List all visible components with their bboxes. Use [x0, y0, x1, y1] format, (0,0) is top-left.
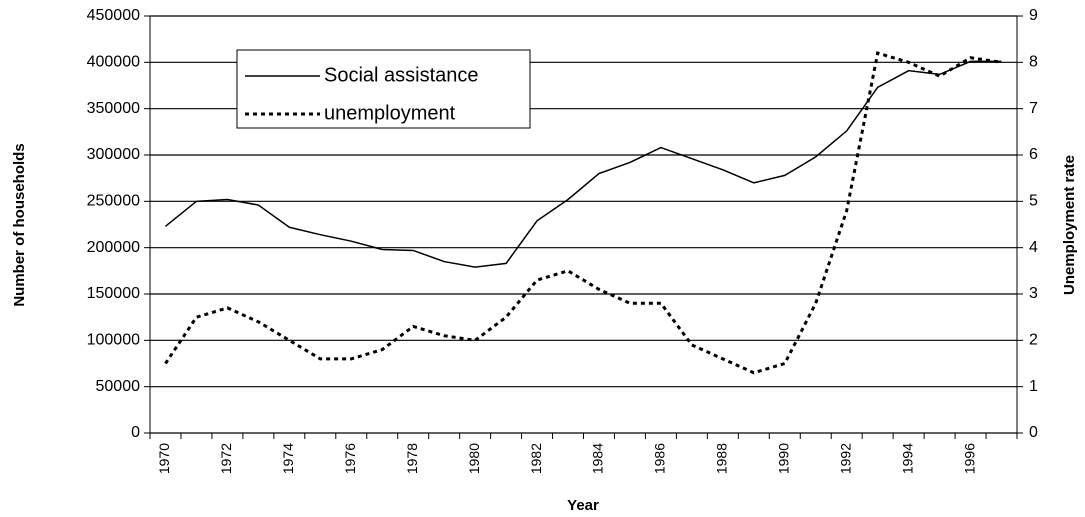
y-tick-label: 0 [131, 424, 140, 441]
y2-axis-title: Unemployment rate [1061, 155, 1078, 295]
y2-tick-label: 7 [1029, 100, 1038, 117]
y2-tick-label: 3 [1029, 285, 1038, 302]
y2-tick-label: 8 [1029, 54, 1038, 71]
x-tick-label: 1994 [899, 443, 915, 474]
y2-tick-label: 6 [1029, 146, 1038, 163]
y-tick-label: 150000 [87, 285, 140, 302]
x-tick-label: 1978 [404, 443, 420, 474]
y-tick-label: 250000 [87, 193, 140, 210]
x-tick-label: 1980 [466, 443, 482, 474]
data-line [164, 51, 1002, 375]
x-tick-label: 1996 [961, 443, 977, 474]
x-tick-label: 1976 [342, 443, 358, 474]
legend-label: unemployment [324, 102, 456, 124]
y-tick-label: 450000 [87, 7, 140, 24]
y-tick-label: 100000 [87, 332, 140, 349]
y-tick-label: 400000 [87, 54, 140, 71]
y-tick-label: 200000 [87, 239, 140, 256]
x-tick-label: 1986 [652, 443, 668, 474]
x-tick-label: 1984 [590, 443, 606, 474]
x-tick-label: 1970 [156, 443, 172, 474]
data-line [165, 60, 1002, 268]
x-tick-label: 1972 [218, 443, 234, 474]
y2-tick-label: 9 [1029, 7, 1038, 24]
x-axis-title: Year [567, 497, 599, 514]
y2-tick-label: 5 [1029, 193, 1038, 210]
y-tick-label: 350000 [87, 100, 140, 117]
x-tick-label: 1982 [528, 443, 544, 474]
y2-tick-label: 4 [1029, 239, 1038, 256]
y2-tick-label: 0 [1029, 424, 1038, 441]
y2-tick-label: 2 [1029, 332, 1038, 349]
x-tick-label: 1990 [775, 443, 791, 474]
x-tick-label: 1992 [837, 443, 853, 474]
y-tick-label: 50000 [96, 378, 141, 395]
x-tick-label: 1974 [280, 443, 296, 474]
legend-label: Social assistance [324, 64, 479, 86]
y-axis-title: Number of households [11, 143, 28, 306]
y2-tick-label: 1 [1029, 378, 1038, 395]
x-tick-label: 1988 [714, 443, 730, 474]
y-tick-label: 300000 [87, 146, 140, 163]
